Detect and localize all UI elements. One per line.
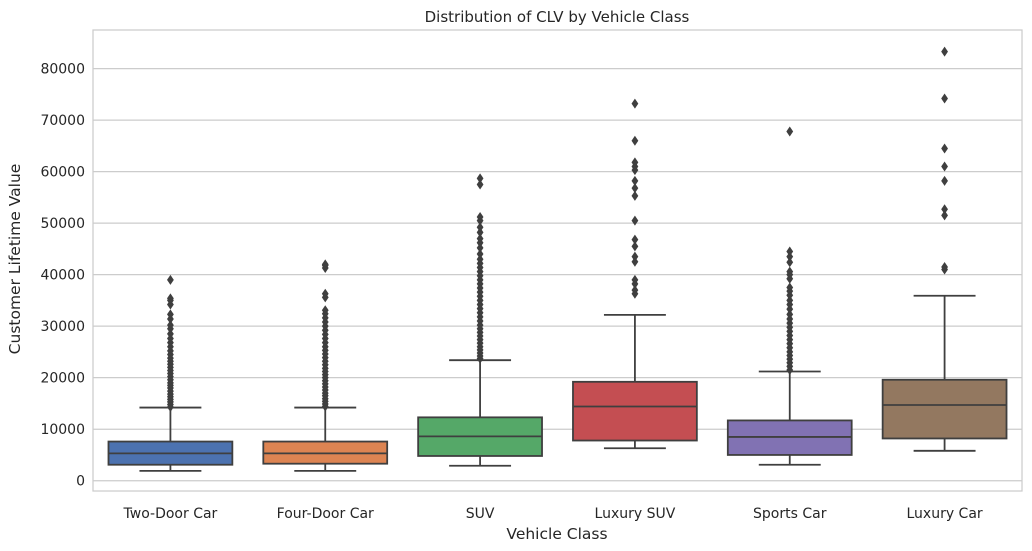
box-four-door-car [262,259,389,472]
outlier-point [786,126,794,137]
x-tick-label: Four-Door Car [277,506,374,522]
y-tick-label: 30000 [40,319,85,335]
outlier-point [631,183,639,194]
outlier-point [941,204,948,215]
outlier-point [321,259,329,270]
outlier-point [786,251,794,262]
y-axis-label: Customer Lifetime Value [6,164,24,355]
outlier-point [786,282,794,293]
outlier-point [941,143,948,154]
y-tick-label: 20000 [40,371,85,387]
outlier-point [631,215,639,226]
y-tick-label: 0 [76,474,85,490]
y-axis-ticks: 0 10000 20000 30000 40000 50000 60000 70000 8000… [40,62,85,490]
outlier-point [167,320,174,331]
outlier-point [476,222,484,233]
outlier-point [786,257,794,268]
x-axis-label: Vehicle Class [506,525,607,543]
outlier-point [631,274,639,285]
outlier-point [167,328,174,339]
iqr-box [572,380,698,442]
y-tick-label: 50000 [40,216,85,232]
y-gridlines [93,68,1022,482]
outlier-point [321,305,329,316]
outlier-point [631,241,639,252]
outlier-point [786,246,794,257]
outlier-point [631,251,639,262]
outlier-point [321,288,329,299]
outlier-point [631,256,639,267]
outlier-point [941,175,948,186]
outlier-point [786,295,794,306]
y-tick-label: 80000 [40,62,85,78]
outlier-point [631,98,639,109]
outlier-point [631,175,639,186]
outlier-point [476,254,484,265]
outlier-point [476,179,484,190]
outlier-point [941,161,948,172]
x-tick-label: Two-Door Car [123,506,218,522]
outlier-point [631,285,639,296]
outlier-point [941,46,948,57]
box-luxury-car [881,46,1008,452]
box-sports-car [726,126,853,466]
x-axis-ticks: Two-Door Car Four-Door Car SUV Luxury SUV Sp… [123,506,983,522]
x-tick-label: Luxury Car [906,506,982,522]
outlier-point [631,157,639,168]
box-two-door-car [107,274,234,472]
outlier-point [167,274,174,285]
outlier-point [786,309,794,320]
outlier-point [476,249,484,260]
plot-area [92,29,1023,492]
boxes [107,46,1008,472]
chart-title: Distribution of CLV by Vehicle Class [425,8,690,26]
iqr-box [881,378,1008,440]
box-luxury-suv [572,98,698,450]
x-tick-label: SUV [466,506,495,522]
y-tick-label: 70000 [40,113,85,129]
outlier-point [167,293,174,304]
outlier-point [476,233,484,244]
outlier-point [476,211,484,222]
y-tick-label: 10000 [40,422,85,438]
outlier-point [786,266,794,277]
outlier-point [941,210,948,221]
outlier-point [476,242,484,253]
outlier-point [941,261,948,272]
outlier-point [631,190,639,201]
outlier-point [476,173,484,184]
outlier-point [476,227,484,238]
outlier-point [631,234,639,245]
y-tick-label: 40000 [40,268,85,284]
outlier-point [631,135,639,146]
box-suv [417,173,543,467]
x-tick-label: Sports Car [753,506,827,522]
x-tick-label: Luxury SUV [595,506,676,522]
outlier-point [941,93,948,104]
y-tick-label: 60000 [40,165,85,181]
outlier-point [167,309,174,320]
